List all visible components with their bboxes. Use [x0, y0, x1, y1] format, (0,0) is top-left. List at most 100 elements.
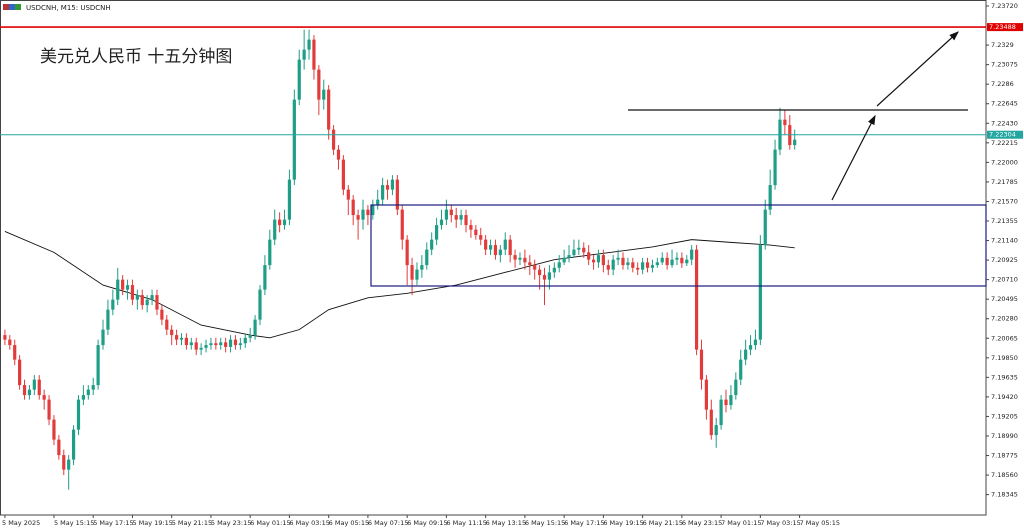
candle-body	[71, 429, 76, 460]
candle-body	[449, 209, 453, 216]
candle-body	[327, 89, 331, 130]
header-icon	[9, 4, 15, 10]
candle-body	[508, 239, 512, 256]
y-tick-label: 7.19635	[991, 373, 1018, 381]
candle-body	[783, 119, 787, 126]
y-tick-label: 7.23075	[991, 61, 1018, 69]
candle-body	[160, 309, 164, 320]
candle-body	[150, 295, 154, 300]
candle-body	[734, 379, 738, 396]
range-box	[370, 204, 987, 287]
candle-body	[179, 337, 184, 340]
candle-body	[753, 339, 758, 346]
candle-body	[18, 359, 22, 386]
candle-body	[376, 199, 380, 206]
candle-body	[22, 385, 27, 396]
candle-body	[430, 239, 434, 250]
candle-body	[317, 69, 321, 100]
candle-body	[219, 342, 223, 346]
x-tick-label: 6 May 03:15	[289, 519, 329, 527]
candle-body	[709, 409, 713, 436]
candle-body	[660, 257, 664, 263]
candle-body	[331, 129, 336, 150]
y-tick-label: 7.20710	[991, 276, 1018, 284]
candle-body	[101, 329, 105, 346]
candle-body	[263, 265, 267, 290]
candle-body	[405, 239, 409, 266]
candle-body	[8, 339, 12, 346]
price-line-label: 7.22304	[989, 131, 1016, 139]
y-tick-label: 7.19420	[991, 393, 1018, 401]
x-tick-label: 6 May 19:15	[603, 519, 643, 527]
candle-body	[719, 399, 723, 426]
candle-body	[459, 215, 463, 220]
candle-body	[121, 279, 125, 290]
x-tick-label: 6 May 23:15	[682, 519, 722, 527]
header-icon	[15, 4, 21, 10]
candle-body	[390, 179, 395, 190]
candle-body	[233, 339, 238, 346]
candle-body	[214, 343, 218, 346]
candle-body	[184, 337, 189, 346]
candle-body	[645, 262, 650, 268]
candle-body	[469, 225, 473, 230]
candle-body	[680, 257, 684, 264]
x-tick-label: 6 May 11:15	[446, 519, 486, 527]
candle-body	[748, 345, 753, 350]
candle-body	[528, 262, 532, 266]
candle-body	[32, 379, 36, 390]
candle-body	[616, 257, 620, 260]
resistance-line-label: 7.23488	[989, 23, 1016, 31]
candle-body	[744, 349, 748, 360]
y-tick-label: 7.21785	[991, 178, 1018, 186]
candle-body	[582, 247, 586, 253]
y-tick-label: 7.22430	[991, 119, 1018, 127]
candle-body	[758, 245, 762, 340]
y-tick-label: 7.23720	[991, 2, 1018, 10]
candle-body	[204, 345, 208, 348]
candle-body	[611, 259, 615, 270]
x-tick-label: 5 May 15:15	[54, 519, 94, 527]
x-tick-label: 6 May 15:15	[525, 519, 565, 527]
y-tick-label: 7.22000	[991, 158, 1018, 166]
candle-body	[81, 395, 85, 400]
candle-body	[297, 59, 301, 100]
candle-body	[86, 389, 90, 396]
x-tick-label: 5 May 23:15	[211, 519, 251, 527]
candle-body	[523, 257, 527, 263]
candle-body	[474, 229, 478, 236]
candle-body	[641, 262, 645, 270]
x-tick-label: 7 May 05:15	[800, 519, 840, 527]
candle-body	[106, 309, 110, 330]
x-tick-label: 6 May 01:15	[250, 519, 290, 527]
candle-body	[444, 209, 448, 220]
candle-body	[268, 239, 272, 266]
candle-body	[130, 285, 135, 300]
moving-average	[4, 231, 795, 339]
candle-body	[302, 49, 306, 60]
candle-body	[238, 343, 242, 346]
y-tick-label: 7.2286	[991, 80, 1014, 88]
y-tick-label: 7.21140	[991, 237, 1018, 245]
x-tick-label: 6 May 13:15	[486, 519, 526, 527]
y-tick-label: 7.18345	[991, 491, 1018, 499]
candle-body	[96, 345, 100, 386]
candle-body	[111, 299, 115, 310]
candle-body	[125, 285, 130, 290]
candle-body	[690, 249, 694, 260]
candle-body	[385, 185, 390, 190]
candle-body	[729, 395, 733, 406]
candle-body	[165, 319, 169, 330]
x-tick-label: 5 May 17:15	[93, 519, 133, 527]
candle-body	[773, 149, 777, 186]
candle-body	[47, 399, 51, 420]
candle-body	[699, 349, 704, 380]
candle-body	[675, 257, 679, 260]
candle-body	[361, 209, 365, 220]
candle-body	[341, 159, 345, 190]
candle-body	[282, 219, 287, 226]
candle-body	[224, 342, 228, 347]
candle-body	[636, 267, 640, 270]
